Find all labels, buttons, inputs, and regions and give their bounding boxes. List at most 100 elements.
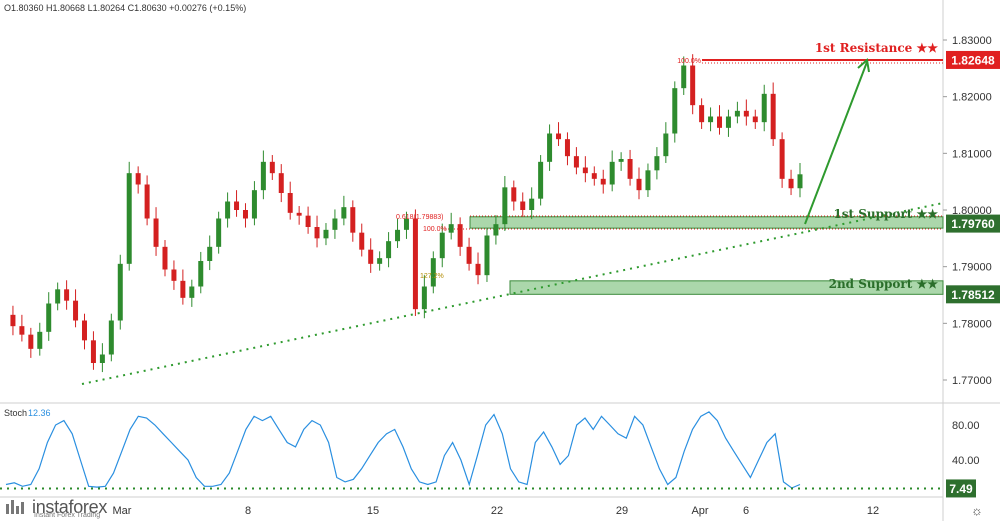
candle-body [207, 246, 213, 261]
candle-body [439, 232, 445, 259]
candle-body [591, 173, 597, 179]
candle-body [278, 173, 284, 193]
candle-body [108, 320, 114, 355]
price-badge: 1.79760 [951, 217, 995, 231]
price-tick-label: 1.79000 [952, 262, 992, 274]
candle-body [81, 320, 87, 341]
candle-body [46, 303, 52, 332]
price-badge-bg [946, 214, 1000, 233]
first-resistance-label: 1st Resistance ★★ [815, 41, 938, 55]
candle-body [73, 300, 79, 321]
candle-body [332, 218, 338, 230]
candle-body [788, 178, 794, 189]
price-tick-label: 1.80000 [952, 205, 992, 217]
candle-body [216, 218, 222, 247]
stoch-badge-bg [946, 479, 976, 498]
candle-body [520, 201, 526, 210]
fib-label: 127.2% [420, 273, 444, 280]
fib-label: 100.0% [423, 226, 447, 233]
candle-body [37, 331, 43, 349]
logo-icon [6, 500, 24, 514]
candle-body [699, 105, 705, 123]
candle-body [672, 88, 678, 134]
second-support-label: 2nd Support ★★ [829, 277, 939, 291]
candle-body [609, 161, 615, 185]
candle-body [734, 110, 740, 117]
candle-body [412, 218, 418, 310]
projection-arrowhead [857, 58, 870, 73]
candle-body [636, 178, 642, 191]
candle-body [180, 280, 186, 298]
candle-body [350, 207, 356, 233]
candle-body [305, 215, 311, 227]
candle-body [144, 184, 150, 219]
candle-body [153, 218, 159, 247]
time-tick-label: 29 [616, 505, 628, 517]
candle-body [725, 116, 731, 128]
candle-body [386, 241, 392, 259]
candle-body [582, 167, 588, 174]
candle-body [457, 224, 463, 247]
candle-body [797, 174, 803, 189]
candle-body [564, 139, 570, 157]
candle-body [466, 246, 472, 264]
candle-body [484, 235, 490, 276]
candle-body [403, 218, 409, 230]
candle-body [743, 110, 749, 117]
candle-body [90, 340, 96, 363]
candle-body [627, 159, 633, 179]
stoch-title: Stoch [4, 408, 27, 418]
candle-body [430, 258, 436, 287]
candle-body [198, 261, 204, 287]
candle-body [681, 65, 687, 89]
projection-arrow-line [804, 61, 868, 225]
logo-subtitle: Instant Forex Trading [34, 512, 101, 519]
candle-body [502, 187, 508, 225]
candle-body [395, 229, 401, 242]
candle-body [55, 289, 61, 304]
price-badge: 1.78512 [951, 288, 995, 302]
stoch-tick-label: 40.00 [952, 455, 980, 467]
fib-label: 100.0% [677, 58, 701, 65]
candle-body [618, 159, 624, 162]
candle-body [19, 326, 25, 335]
price-tick-label: 1.77000 [952, 375, 992, 387]
candle-body [421, 286, 427, 310]
candle-body [538, 161, 544, 199]
price-tick-label: 1.82000 [952, 92, 992, 104]
candle-body [260, 161, 266, 191]
candle-body [287, 193, 293, 213]
candle-body [645, 170, 651, 191]
candle-body [269, 161, 275, 174]
candle-body [341, 207, 347, 219]
candle-body [64, 289, 70, 301]
candle-body [162, 246, 168, 270]
brand-logo: instaforex Instant Forex Trading [4, 496, 107, 519]
candle-body [189, 286, 195, 298]
time-tick-label: 15 [367, 505, 379, 517]
candle-body [28, 334, 34, 349]
candle-body [547, 133, 553, 162]
candle-body [475, 263, 481, 276]
gear-icon[interactable]: ☼ [971, 503, 983, 518]
price-badge: 1.82648 [951, 53, 995, 67]
candle-body [251, 190, 257, 219]
ohlc-readout: O1.80360 H1.80668 L1.80264 C1.80630 +0.0… [4, 3, 247, 13]
candle-body [493, 224, 499, 236]
candle-body [117, 263, 123, 321]
price-tick-label: 1.78000 [952, 318, 992, 330]
candle-body [359, 232, 365, 250]
candle-body [761, 93, 767, 123]
price-badge-bg [946, 285, 1000, 304]
time-tick-label: 8 [245, 505, 251, 517]
candle-body [654, 156, 660, 171]
candle-body [377, 258, 383, 264]
stoch-tick-label: 80.00 [952, 420, 980, 432]
candle-body [779, 139, 785, 179]
stoch-badge: 7.49 [949, 482, 973, 496]
price-badge-bg [946, 50, 1000, 69]
candle-body [663, 133, 669, 157]
time-tick-label: 12 [867, 505, 879, 517]
